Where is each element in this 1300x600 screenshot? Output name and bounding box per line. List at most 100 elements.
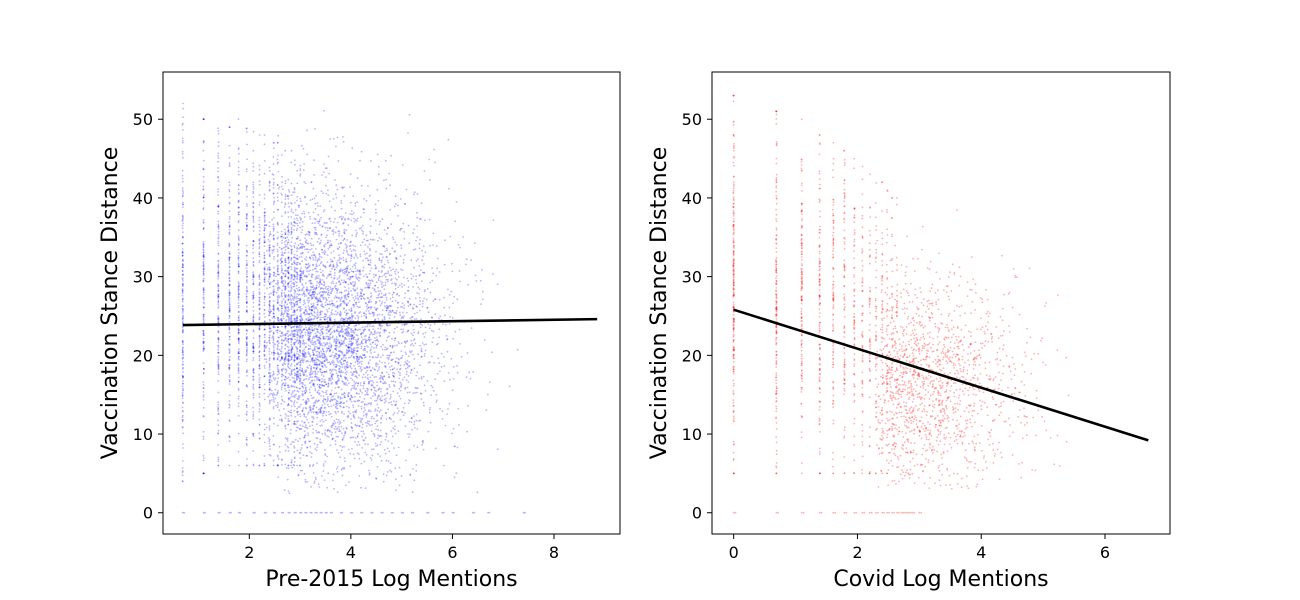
scatter-point [217,260,220,263]
scatter-point [202,297,205,299]
scatter-point [307,434,310,436]
scatter-point [354,367,356,370]
scatter-point [318,218,321,221]
scatter-point [181,300,184,303]
scatter-point [333,356,336,359]
scatter-point [307,344,310,347]
scatter-point [258,245,261,248]
scatter-point [305,326,307,329]
scatter-point [385,371,388,374]
scatter-point [346,384,348,386]
scatter-point [305,263,307,266]
scatter-point [246,225,248,228]
scatter-point [263,309,266,311]
scatter-point [336,407,339,410]
scatter-point [258,357,261,360]
scatter-point [363,198,366,200]
scatter-point [258,316,261,319]
scatter-point [293,409,296,412]
scatter-point [277,476,280,478]
scatter-point [272,339,275,342]
scatter-point [291,385,294,388]
scatter-point [252,352,255,355]
scatter-point [309,465,311,468]
scatter-point [424,326,427,329]
scatter-point [321,418,323,421]
scatter-point [280,291,283,294]
scatter-point [433,323,436,325]
scatter-point [287,256,290,258]
scatter-point [328,300,331,303]
scatter-point [237,295,240,298]
scatter-point [287,404,290,407]
scatter-point [277,339,279,342]
scatter-point [276,373,279,376]
scatter-point [217,252,220,255]
scatter-point [365,371,367,374]
scatter-point [237,118,240,121]
scatter-point [258,275,261,278]
scatter-point [252,281,255,283]
scatter-point [361,426,363,429]
scatter-point [217,160,220,163]
scatter-point [400,282,403,285]
scatter-point [436,372,439,375]
scatter-point [366,366,369,369]
scatter-point [181,269,184,272]
scatter-point [202,368,205,370]
scatter-point [252,274,255,276]
scatter-point [384,301,386,304]
scatter-point [181,391,184,394]
scatter-point [312,359,315,362]
scatter-point [252,216,255,218]
scatter-point [327,194,330,197]
scatter-point [268,389,271,391]
scatter-point [277,281,279,284]
scatter-point [237,415,240,417]
scatter-point [347,324,350,327]
scatter-point [280,265,283,267]
scatter-point [284,347,287,350]
scatter-point [365,282,368,284]
scatter-point [202,255,205,257]
scatter-point [403,284,406,287]
scatter-point [375,300,377,303]
scatter-point [245,264,248,267]
scatter-point [245,438,248,441]
scatter-point [281,289,283,292]
scatter-point [258,304,261,307]
scatter-point [276,248,279,251]
scatter-point [306,418,309,421]
scatter-point [293,217,296,220]
scatter-point [181,318,184,321]
scatter-point [277,282,279,285]
scatter-point [237,387,240,390]
scatter-point [353,257,356,259]
scatter-point [312,472,315,474]
scatter-point [294,262,296,265]
scatter-point [341,474,344,477]
scatter-point [237,265,240,268]
scatter-point [276,221,279,224]
scatter-point [245,295,248,298]
scatter-point [321,305,324,308]
scatter-point [276,325,279,328]
scatter-point [375,346,378,349]
scatter-point [333,488,335,490]
scatter-point [319,224,321,227]
scatter-point [245,371,248,374]
scatter-point [294,257,297,259]
scatter-point [263,434,266,436]
scatter-point [296,195,299,198]
scatter-point [368,469,370,472]
scatter-point [422,245,425,248]
scatter-point [237,188,240,191]
scatter-point [202,333,205,336]
scatter-point [246,309,248,312]
scatter-point [202,248,205,251]
scatter-point [258,201,261,204]
scatter-point [320,190,323,193]
scatter-point [202,267,205,269]
scatter-point [343,186,345,189]
scatter-point [422,375,425,378]
